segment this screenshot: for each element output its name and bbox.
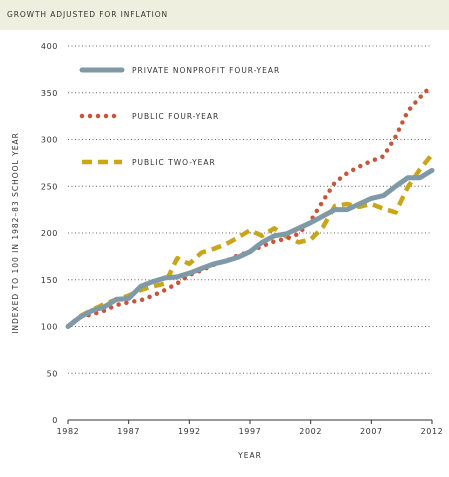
x-tick-label: 1997 bbox=[239, 427, 262, 436]
y-tick-label: 350 bbox=[41, 89, 58, 98]
series-line-private-nonprofit-four-year bbox=[65, 167, 435, 329]
y-axis-title: INDEXED TO 100 IN 1982–83 SCHOOL YEAR bbox=[11, 132, 20, 334]
y-tick-label: 400 bbox=[41, 42, 58, 51]
y-tick-label: 200 bbox=[41, 229, 58, 238]
x-axis-title: YEAR bbox=[237, 451, 262, 460]
chart-title: GROWTH ADJUSTED FOR INFLATION bbox=[7, 10, 169, 19]
x-tick-label: 2007 bbox=[360, 427, 383, 436]
y-tick-label: 50 bbox=[47, 369, 58, 378]
y-tick-label: 250 bbox=[41, 182, 58, 191]
y-axis-ticks: 0 50 100 150 200 250 300 350 400 bbox=[41, 42, 58, 425]
y-tick-label: 300 bbox=[41, 136, 58, 145]
x-tick-label: 1987 bbox=[117, 427, 140, 436]
y-tick-label: 150 bbox=[41, 276, 58, 285]
legend: PRIVATE NONPROFIT FOUR-YEAR PUBLIC FOUR-Y… bbox=[79, 66, 280, 167]
grid-lines bbox=[68, 45, 432, 421]
x-tick-label: 1982 bbox=[57, 427, 80, 436]
x-axis-ticks: 1982 1987 1992 1997 2002 2007 2012 bbox=[57, 420, 444, 436]
header-band bbox=[0, 0, 449, 30]
legend-label: PUBLIC FOUR-YEAR bbox=[132, 112, 219, 121]
y-tick-label: 100 bbox=[41, 323, 58, 332]
y-tick-label: 0 bbox=[52, 416, 58, 425]
legend-label: PRIVATE NONPROFIT FOUR-YEAR bbox=[132, 66, 280, 75]
legend-label: PUBLIC TWO-YEAR bbox=[132, 158, 216, 167]
x-tick-label: 2012 bbox=[421, 427, 444, 436]
x-tick-label: 2002 bbox=[299, 427, 322, 436]
series-lines bbox=[65, 83, 435, 329]
x-tick-label: 1992 bbox=[178, 427, 201, 436]
